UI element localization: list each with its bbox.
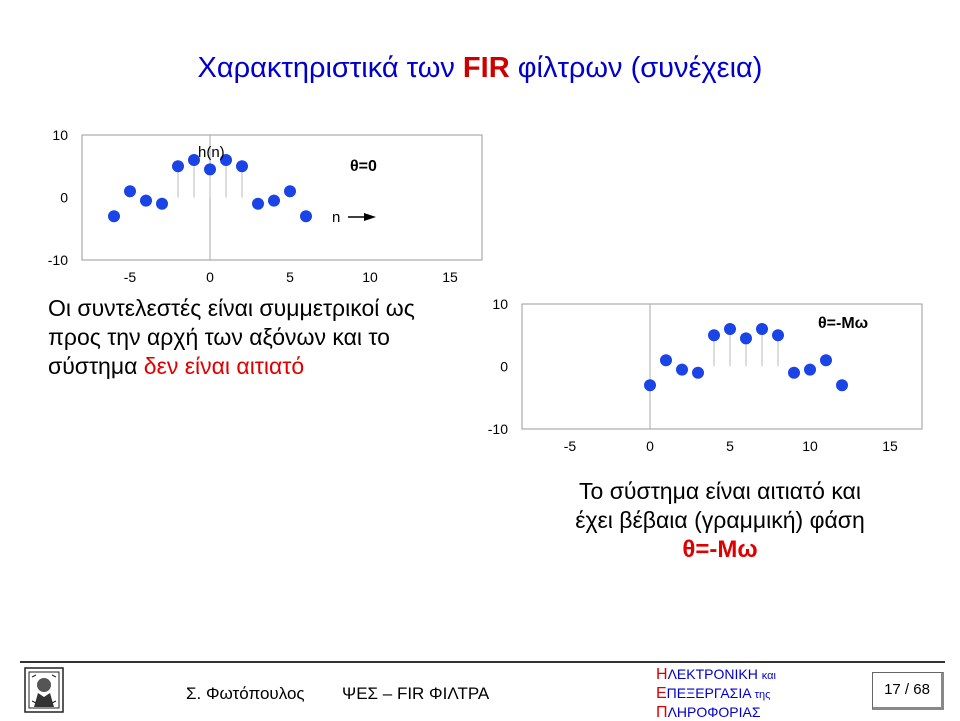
footer-department: ΗΛΕΚΤΡΟΝΙΚΗ και ΕΠΕΞΕΡΓΑΣΙΑ της ΠΛΗΡΟΦΟΡ… [656, 666, 776, 721]
left-line-3-red: δεν είναι αιτιατό [143, 353, 305, 379]
right-line-1: Το σύστημα είναι αιτιατό και [579, 478, 861, 504]
title-fir: FIR [462, 52, 510, 84]
data-point [676, 363, 688, 376]
data-point [804, 363, 816, 376]
data-point [708, 329, 720, 342]
x-tick-label: -5 [564, 438, 577, 454]
slide-title: Χαρακτηριστικά των FIR φίλτρων (συνέχεια… [0, 52, 960, 85]
x-tick-label: 0 [646, 438, 654, 454]
data-point [188, 154, 200, 166]
data-point [220, 154, 232, 166]
data-point [124, 185, 136, 198]
y-tick-label: 10 [52, 127, 68, 143]
x-tick-label: 10 [802, 438, 818, 454]
data-point [756, 323, 768, 335]
data-point [156, 197, 168, 210]
x-tick-label: 15 [882, 438, 898, 454]
x-tick-label: 0 [206, 269, 214, 285]
chart-annotation: θ=-Μω [818, 315, 868, 332]
data-point [284, 185, 296, 198]
title-pre: Χαρακτηριστικά των [197, 52, 463, 84]
title-post: φίλτρων (συνέχεια) [509, 52, 763, 84]
x-tick-label: 10 [362, 269, 378, 285]
footer-course: ΨΕΣ – FIR ΦΙΛΤΡΑ [342, 684, 490, 703]
x-tick-label: -5 [124, 269, 137, 285]
dept-line-2: ΕΠΕΞΕΡΓΑΣΙΑ της [656, 685, 771, 702]
data-point [772, 329, 784, 342]
page-number: 17 / 68 [872, 672, 944, 710]
y-tick-label: 0 [60, 190, 68, 206]
university-seal-icon [24, 667, 64, 713]
data-point [660, 354, 672, 367]
data-point [740, 332, 752, 345]
left-line-2: προς την αρχή των αξόνων και το [48, 324, 390, 350]
y-tick-label: 10 [492, 296, 508, 312]
dept-line-1: ΗΛΕΚΤΡΟΝΙΚΗ και [656, 666, 776, 683]
footer-divider [20, 661, 945, 663]
n-axis-arrowhead [364, 213, 376, 221]
chart-causal: 10 0 -10 -5 0 5 10 15 θ=-Μω [488, 296, 923, 454]
data-point [140, 194, 152, 207]
y-tick-label: 0 [500, 359, 508, 375]
data-point [788, 366, 800, 379]
right-line-3: θ=-Μω [682, 536, 758, 563]
data-point [252, 197, 264, 210]
data-point [644, 379, 656, 392]
data-point [724, 323, 736, 335]
chart-annotation: n [332, 209, 340, 226]
left-line-3-plain: σύστημα [48, 353, 144, 379]
dept-line-3: ΠΛΗΡΟΦΟΡΙΑΣ [656, 704, 761, 721]
y-tick-label: -10 [488, 421, 508, 437]
y-tick-label: -10 [48, 252, 68, 268]
x-tick-label: 15 [442, 269, 458, 285]
chart-annotation: h(n) [198, 144, 225, 161]
data-point [300, 210, 312, 223]
data-point [836, 379, 848, 392]
right-line-2: έχει βέβαια (γραμμική) φάση [575, 507, 865, 533]
data-point [268, 194, 280, 207]
right-paragraph: Το σύστημα είναι αιτιατό και έχει βέβαια… [520, 477, 920, 564]
data-point [172, 160, 184, 173]
x-tick-label: 5 [726, 438, 734, 454]
footer-author: Σ. Φωτόπουλος [186, 684, 305, 703]
data-point [692, 366, 704, 379]
chart-noncausal: 10 0 -10 -5 0 5 10 15 h(n) θ=0 n [48, 127, 483, 285]
chart-annotation: θ=0 [350, 158, 377, 175]
data-point [204, 163, 216, 176]
left-line-3: σύστημα δεν είναι αιτιατό [48, 352, 488, 381]
data-point [820, 354, 832, 367]
plot-frame [521, 303, 923, 430]
data-point [108, 210, 120, 223]
left-paragraph: Οι συντελεστές είναι συμμετρικοί ως προς… [48, 294, 488, 381]
data-point [236, 160, 248, 173]
x-tick-label: 5 [286, 269, 294, 285]
left-line-1: Οι συντελεστές είναι συμμετρικοί ως [48, 295, 415, 321]
